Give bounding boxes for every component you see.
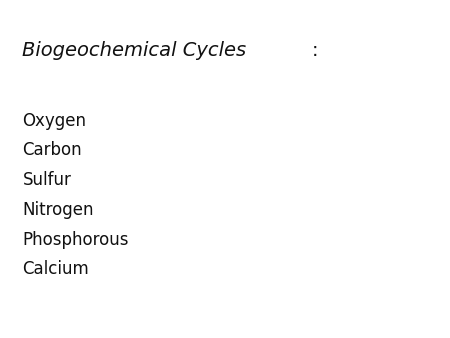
Text: Carbon: Carbon — [22, 141, 82, 159]
Text: Sulfur: Sulfur — [22, 171, 72, 189]
Text: :: : — [312, 41, 318, 59]
Text: Oxygen: Oxygen — [22, 112, 86, 129]
Text: Nitrogen: Nitrogen — [22, 201, 94, 219]
Text: Phosphorous: Phosphorous — [22, 231, 129, 248]
Text: Biogeochemical Cycles: Biogeochemical Cycles — [22, 41, 247, 59]
Text: Calcium: Calcium — [22, 260, 89, 278]
